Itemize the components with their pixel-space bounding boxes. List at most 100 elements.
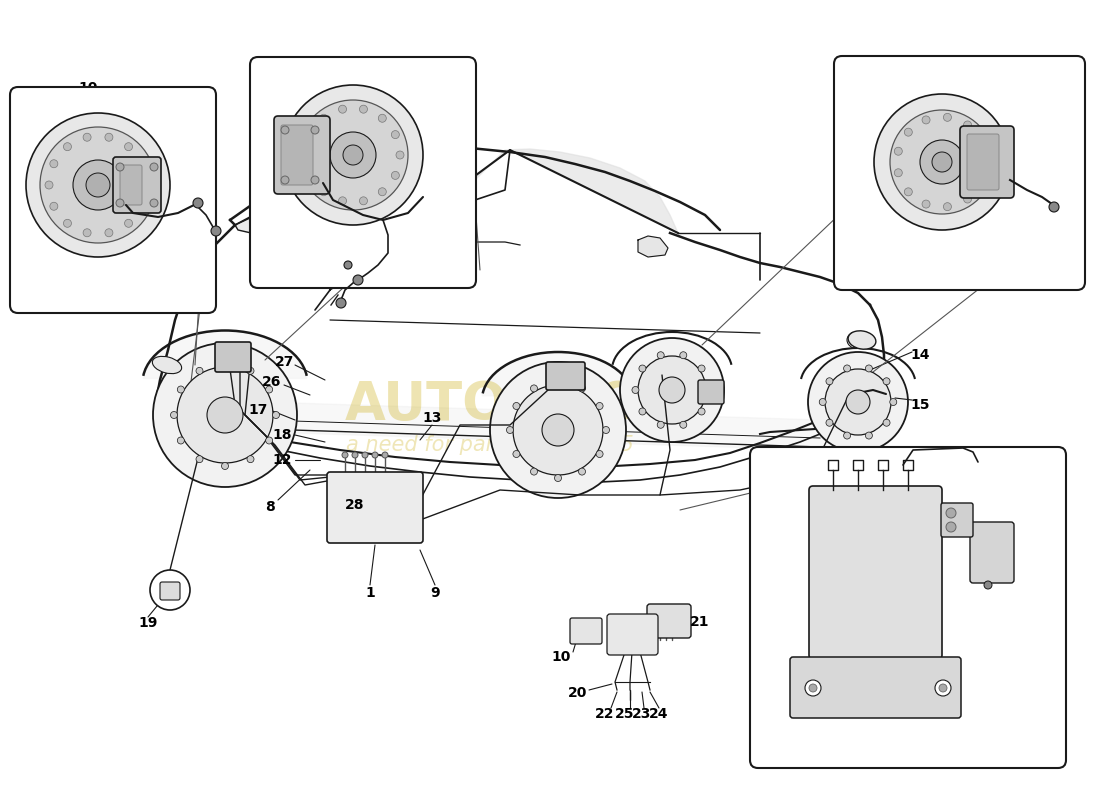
Circle shape — [339, 197, 346, 205]
Text: 7: 7 — [1031, 558, 1040, 572]
Circle shape — [352, 452, 358, 458]
Text: 1: 1 — [365, 586, 375, 600]
Polygon shape — [143, 331, 307, 378]
Circle shape — [298, 100, 408, 210]
Circle shape — [339, 105, 346, 113]
Circle shape — [307, 130, 315, 138]
Ellipse shape — [848, 331, 876, 349]
Circle shape — [894, 147, 902, 155]
Circle shape — [311, 126, 319, 134]
Circle shape — [964, 195, 971, 203]
Circle shape — [659, 377, 685, 403]
Circle shape — [207, 397, 243, 433]
Circle shape — [280, 126, 289, 134]
Circle shape — [139, 202, 146, 210]
Polygon shape — [185, 400, 840, 450]
Text: 3: 3 — [1023, 663, 1033, 677]
Text: 22: 22 — [595, 707, 615, 721]
Text: 19: 19 — [139, 616, 157, 630]
FancyBboxPatch shape — [10, 87, 216, 313]
Circle shape — [360, 105, 367, 113]
Circle shape — [50, 202, 58, 210]
Circle shape — [596, 450, 603, 458]
Polygon shape — [638, 236, 668, 257]
Circle shape — [844, 432, 850, 439]
FancyBboxPatch shape — [160, 582, 180, 600]
Circle shape — [820, 398, 826, 406]
Circle shape — [826, 378, 833, 385]
Circle shape — [638, 356, 706, 424]
Circle shape — [353, 275, 363, 285]
Circle shape — [698, 408, 705, 415]
Circle shape — [360, 197, 367, 205]
Text: 13: 13 — [422, 411, 442, 425]
Circle shape — [579, 468, 585, 475]
Circle shape — [104, 229, 113, 237]
Circle shape — [530, 385, 538, 392]
Circle shape — [825, 369, 891, 435]
Polygon shape — [395, 149, 678, 235]
FancyBboxPatch shape — [750, 447, 1066, 768]
Circle shape — [946, 522, 956, 532]
FancyBboxPatch shape — [546, 362, 585, 390]
Circle shape — [490, 362, 626, 498]
Circle shape — [984, 581, 992, 589]
Circle shape — [978, 137, 986, 145]
Circle shape — [890, 110, 994, 214]
FancyBboxPatch shape — [250, 57, 476, 288]
Circle shape — [978, 179, 986, 187]
Text: 6: 6 — [1028, 693, 1037, 707]
Circle shape — [922, 116, 930, 124]
Circle shape — [221, 462, 229, 470]
Circle shape — [273, 411, 279, 418]
Circle shape — [177, 437, 185, 444]
Text: 27: 27 — [275, 355, 295, 369]
Circle shape — [150, 163, 158, 171]
Circle shape — [64, 219, 72, 227]
Circle shape — [939, 684, 947, 692]
Circle shape — [890, 398, 896, 406]
Circle shape — [946, 508, 956, 518]
Circle shape — [932, 152, 952, 172]
Circle shape — [192, 198, 204, 208]
Circle shape — [362, 452, 369, 458]
FancyBboxPatch shape — [607, 614, 658, 655]
Circle shape — [211, 226, 221, 236]
Circle shape — [944, 202, 952, 210]
Circle shape — [506, 426, 514, 434]
Circle shape — [1049, 202, 1059, 212]
Circle shape — [554, 474, 561, 482]
Circle shape — [50, 160, 58, 168]
Text: 20: 20 — [569, 686, 587, 700]
Circle shape — [143, 181, 151, 189]
Text: 4: 4 — [1028, 633, 1038, 647]
Circle shape — [342, 452, 348, 458]
Circle shape — [196, 456, 204, 462]
Circle shape — [639, 408, 646, 415]
FancyBboxPatch shape — [967, 134, 999, 190]
Text: 2: 2 — [778, 693, 788, 707]
Circle shape — [883, 419, 890, 426]
Circle shape — [808, 684, 817, 692]
FancyBboxPatch shape — [647, 604, 691, 638]
Circle shape — [139, 160, 146, 168]
FancyBboxPatch shape — [113, 157, 161, 213]
Circle shape — [657, 352, 664, 358]
Circle shape — [808, 352, 908, 452]
Circle shape — [104, 134, 113, 142]
Text: 30: 30 — [838, 195, 858, 209]
Circle shape — [336, 298, 346, 308]
Circle shape — [866, 432, 872, 439]
Circle shape — [248, 456, 254, 462]
Circle shape — [307, 171, 315, 179]
Circle shape — [657, 422, 664, 428]
Circle shape — [40, 127, 156, 243]
Circle shape — [378, 188, 386, 196]
Text: 24: 24 — [649, 707, 669, 721]
Circle shape — [554, 378, 561, 386]
Circle shape — [311, 176, 319, 184]
Text: 15: 15 — [426, 269, 444, 283]
Circle shape — [283, 85, 424, 225]
Circle shape — [935, 680, 952, 696]
Text: 16: 16 — [295, 269, 315, 283]
